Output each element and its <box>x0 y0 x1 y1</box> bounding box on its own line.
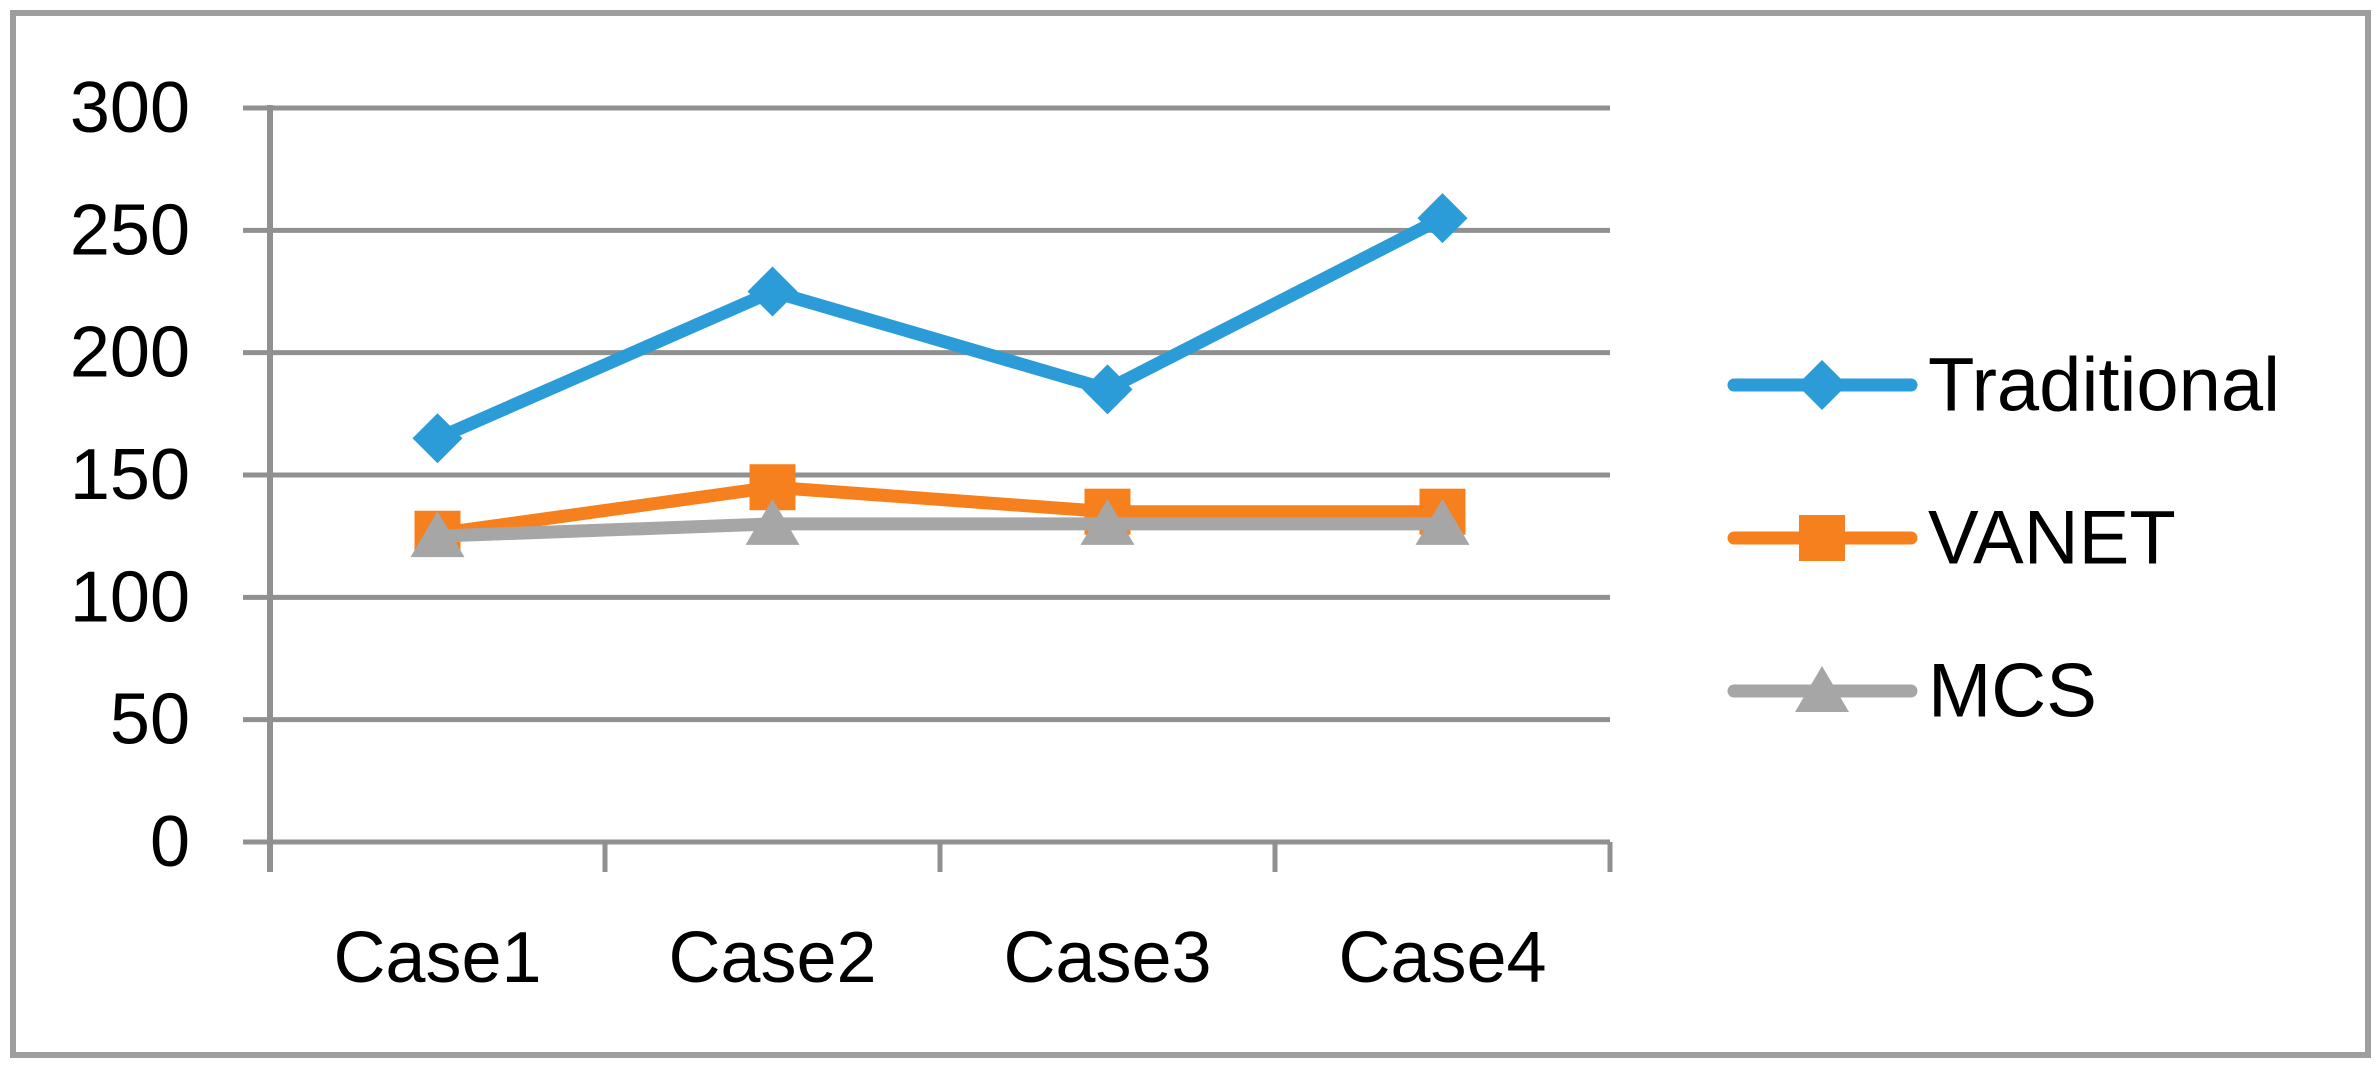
x-axis-labels: Case1 Case2 Case3 Case4 <box>333 918 1546 998</box>
figure-border <box>10 10 2371 1058</box>
series-line-traditional <box>431 211 1449 445</box>
legend: Traditional VANET MCS <box>1727 343 2280 734</box>
legend-diamond-icon <box>1797 360 1847 410</box>
x-tick-label-case1: Case1 <box>333 918 541 998</box>
x-tick-label-case4: Case4 <box>1338 918 1546 998</box>
series-line-vanet <box>431 480 1449 541</box>
y-tick-label-0: 0 <box>150 802 190 882</box>
triangle-marker-case1 <box>410 511 465 558</box>
diamond-marker-case2 <box>747 266 798 317</box>
gridlines <box>243 105 1610 845</box>
diamond-marker-case1 <box>412 413 463 464</box>
series-mcs <box>410 498 1470 558</box>
legend-item-traditional: Traditional <box>1727 343 2280 428</box>
y-tick-label-200: 200 <box>70 313 190 393</box>
legend-triangle-icon <box>1795 666 1849 712</box>
series-line-mcs <box>431 517 1449 543</box>
diamond-marker-case4 <box>1417 193 1468 244</box>
y-tick-label-250: 250 <box>70 190 190 270</box>
legend-label-mcs: MCS <box>1928 649 2097 734</box>
triangle-marker-case4 <box>1415 498 1470 545</box>
x-tick-label-case2: Case2 <box>668 918 876 998</box>
legend-label-vanet: VANET <box>1928 496 2176 581</box>
y-tick-label-100: 100 <box>70 557 190 637</box>
legend-item-mcs: MCS <box>1727 649 2097 734</box>
y-axis-labels: 300 250 200 150 100 50 0 <box>70 68 190 882</box>
legend-square-icon <box>1799 515 1845 561</box>
series-traditional <box>412 193 1468 464</box>
series-vanet <box>414 464 1466 557</box>
x-tick-label-case3: Case3 <box>1003 918 1211 998</box>
y-tick-label-300: 300 <box>70 68 190 148</box>
legend-item-vanet: VANET <box>1727 496 2176 581</box>
x-axis-ticks <box>267 842 1613 872</box>
legend-label-traditional: Traditional <box>1928 343 2280 428</box>
diamond-marker-case3 <box>1082 364 1133 415</box>
y-tick-label-50: 50 <box>110 680 190 760</box>
triangle-marker-case3 <box>1080 498 1135 545</box>
triangle-marker-case2 <box>745 498 800 545</box>
y-tick-label-150: 150 <box>70 435 190 515</box>
